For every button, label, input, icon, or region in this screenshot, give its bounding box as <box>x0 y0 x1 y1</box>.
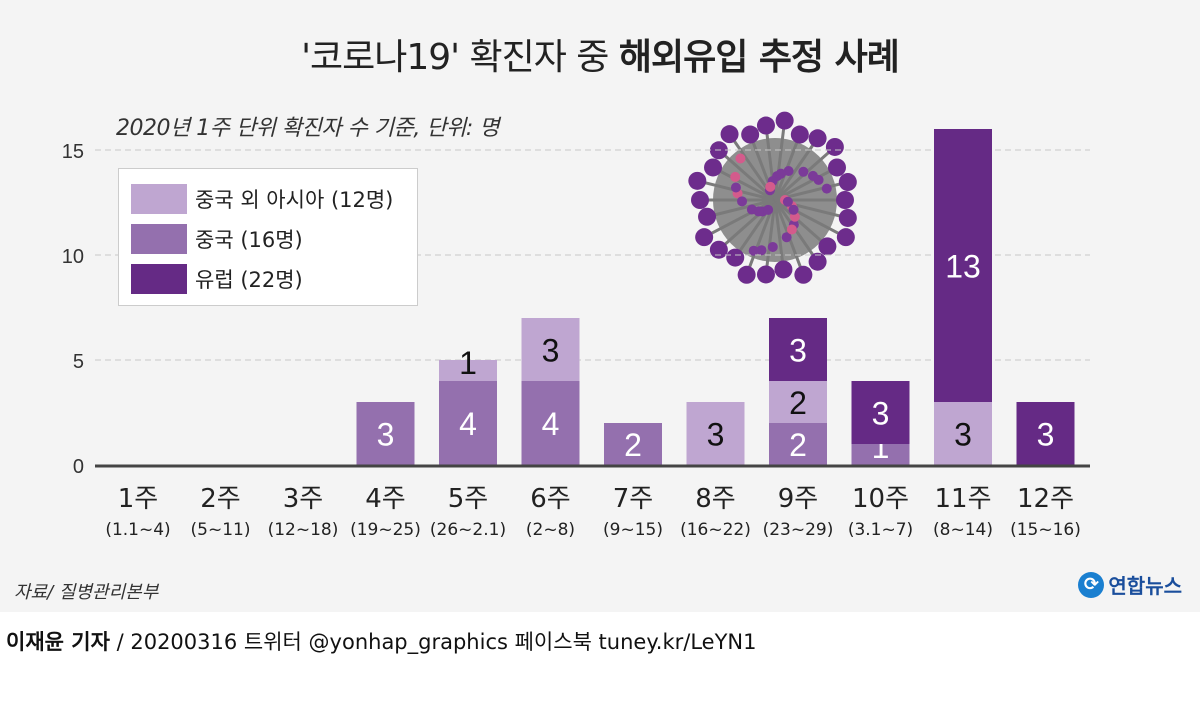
bar-chart: 0 5 10 15 1주 (1.1~4) 2주 (5~11) 3주 (12~18) 3 4주 (19~2… <box>62 111 1090 540</box>
x-tick-label: 12주 <box>1017 484 1074 514</box>
logo-text: 연합뉴스 <box>1108 574 1182 598</box>
bar-segment <box>604 423 662 465</box>
x-tick-sublabel: (2~8) <box>526 520 575 540</box>
bar-segment <box>356 402 415 465</box>
logo-mark-icon: ⟳ <box>1078 571 1105 598</box>
y-tick-label: 0 <box>73 456 84 478</box>
data-label: 2 <box>789 427 807 463</box>
x-tick-label: 3주 <box>283 484 323 514</box>
legend-item: 중국 (16명) <box>131 219 405 259</box>
x-tick-sublabel: (15~16) <box>1010 520 1081 540</box>
virus-illustration <box>688 111 857 284</box>
chart-subtitle: 2020년 1주 단위 확진자 수 기준, 단위: 명 <box>116 116 499 141</box>
data-label: 4 <box>459 406 477 442</box>
data-label: 3 <box>1037 417 1055 453</box>
chart-panel <box>0 0 1200 612</box>
x-tick-label: 7주 <box>613 484 653 514</box>
x-tick-sublabel: (1.1~4) <box>105 520 170 540</box>
bar-segment <box>521 318 580 381</box>
x-tick-label: 2주 <box>200 484 240 514</box>
x-tick-label: 5주 <box>448 484 488 514</box>
data-label: 4 <box>542 406 560 442</box>
x-tick-label: 11주 <box>934 484 991 514</box>
bar-segment <box>1016 402 1075 465</box>
credit-rest: / 20200316 트위터 @yonhap_graphics 페이스북 tun… <box>109 630 757 654</box>
bar-segment <box>851 381 910 444</box>
legend-label: 중국 (16명) <box>195 228 303 252</box>
legend-swatch <box>131 224 187 254</box>
title-bold: 해외유입 추정 사례 <box>618 37 900 78</box>
y-tick-label: 10 <box>62 246 84 268</box>
x-tick-sublabel: (19~25) <box>350 520 421 540</box>
legend: 중국 외 아시아 (12명) 중국 (16명) 유럽 (22명) <box>118 168 418 306</box>
x-tick-sublabel: (3.1~7) <box>848 520 913 540</box>
bar-segment <box>934 129 992 402</box>
bar-segment <box>934 402 992 465</box>
x-tick-sublabel: (5~11) <box>191 520 251 540</box>
x-tick-sublabel: (12~18) <box>268 520 339 540</box>
x-tick-sublabel: (26~2.1) <box>430 520 506 540</box>
title-normal: '코로나19' 확진자 중 <box>301 37 619 78</box>
data-label: 3 <box>707 417 725 453</box>
x-tick-label: 10주 <box>852 484 909 514</box>
x-tick-label: 1주 <box>118 484 158 514</box>
data-label: 2 <box>789 385 807 421</box>
x-tick-label: 8주 <box>695 484 735 514</box>
data-label: 3 <box>789 333 807 369</box>
legend-swatch <box>131 184 187 214</box>
bar-segment <box>769 381 827 423</box>
data-label: 2 <box>624 427 642 463</box>
data-label: 3 <box>954 417 972 453</box>
data-label: 3 <box>872 396 890 432</box>
credit-author: 이재윤 기자 <box>6 630 110 654</box>
legend-label: 유럽 (22명) <box>195 268 303 292</box>
bar-segment <box>521 381 580 465</box>
legend-item: 유럽 (22명) <box>131 259 405 299</box>
data-label: 1 <box>459 345 477 381</box>
chart-title: '코로나19' 확진자 중 해외유입 추정 사례 <box>0 28 1200 80</box>
x-tick-sublabel: (16~22) <box>680 520 751 540</box>
x-tick-sublabel: (23~29) <box>763 520 834 540</box>
y-tick-label: 5 <box>73 351 84 373</box>
legend-label: 중국 외 아시아 (12명) <box>195 188 394 212</box>
x-tick-label: 6주 <box>530 484 570 514</box>
y-tick-label: 15 <box>62 141 84 163</box>
source-note: 자료/ 질병관리본부 <box>14 582 159 603</box>
bar-segment <box>686 402 745 465</box>
x-tick-sublabel: (9~15) <box>603 520 663 540</box>
data-label: 13 <box>945 249 981 285</box>
bar-segment <box>439 360 497 381</box>
credit-line: 이재윤 기자 / 20200316 트위터 @yonhap_graphics 페… <box>6 626 756 656</box>
x-tick-label: 9주 <box>778 484 818 514</box>
data-label: 3 <box>542 333 560 369</box>
yonhap-logo: ⟳ 연합뉴스 <box>1078 570 1182 599</box>
x-tick-sublabel: (8~14) <box>933 520 993 540</box>
x-tick-label: 4주 <box>365 484 405 514</box>
bar-segment <box>439 381 497 465</box>
bar-segment <box>769 423 827 465</box>
bar-segment <box>769 318 827 381</box>
legend-swatch <box>131 264 187 294</box>
bar-segment <box>851 444 910 465</box>
legend-item: 중국 외 아시아 (12명) <box>131 179 405 219</box>
data-label: 3 <box>377 417 395 453</box>
